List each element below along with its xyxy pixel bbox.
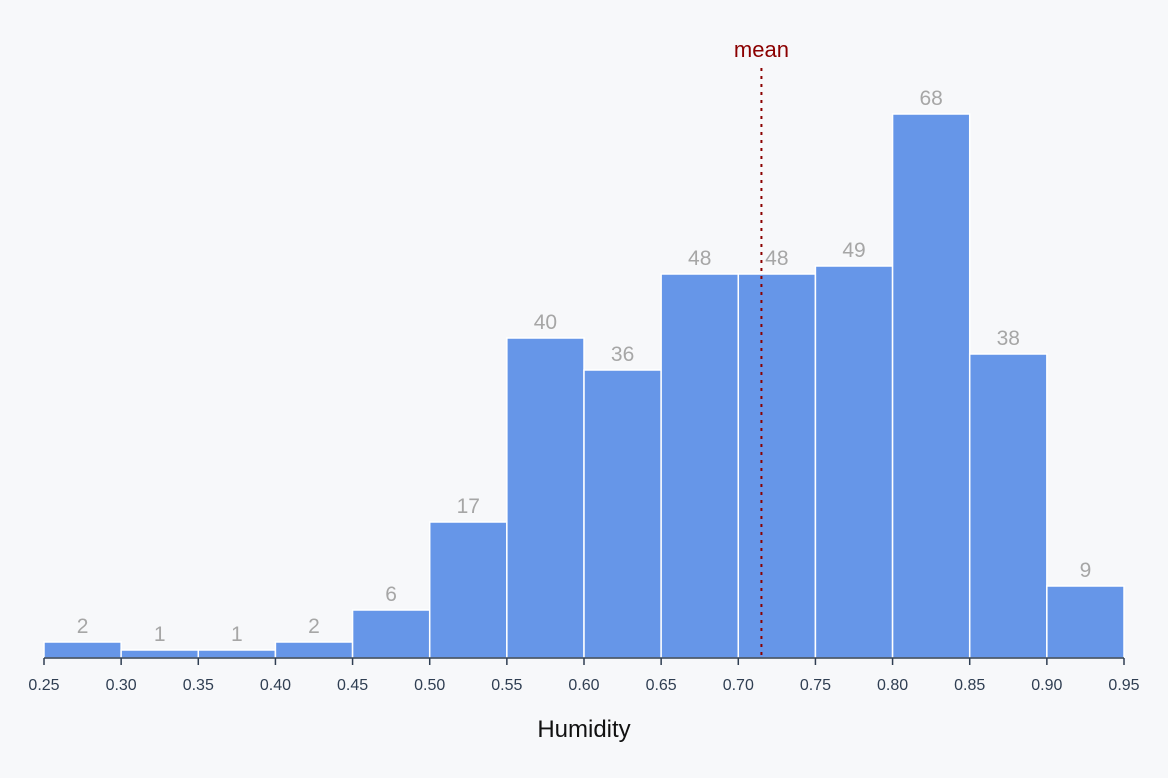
bar-count-label: 17: [457, 495, 480, 518]
x-tick-label: 0.30: [106, 677, 137, 694]
histogram-bar: [43, 641, 122, 659]
x-axis-title: Humidity: [537, 716, 630, 743]
x-axis: 0.25 0.30 0.35 0.40 0.45 0.50 0.55 0.60 0.65 0.70…: [28, 657, 1140, 694]
bar-count-label: 2: [77, 615, 89, 638]
bar-count-label: 6: [385, 583, 397, 606]
histogram-bar: [197, 649, 277, 659]
bar-count-label: 38: [997, 327, 1020, 350]
x-tick-label: 0.75: [800, 677, 831, 694]
histogram-bar: [506, 337, 585, 659]
bar-count-label: 1: [231, 623, 243, 646]
x-tick-label: 0.35: [183, 677, 214, 694]
bar-count-label: 40: [534, 311, 557, 334]
bar-count-label: 48: [688, 247, 711, 270]
x-tick-label: 0.55: [491, 677, 522, 694]
x-tick-label: 0.85: [954, 677, 985, 694]
histogram-bar: [351, 609, 431, 659]
bar-count-labels: 2 1 1 2 6 17 40 36 48 48 49 68 38 9: [77, 87, 1092, 646]
histogram-bar: [274, 641, 354, 659]
histogram-bar: [891, 113, 971, 659]
bar-count-label: 68: [919, 87, 942, 110]
histogram-bar: [968, 353, 1048, 659]
histogram-bar: [428, 521, 508, 659]
bar-count-label: 49: [842, 239, 865, 262]
histogram-bars: [43, 113, 1125, 659]
x-tick-label: 0.45: [337, 677, 368, 694]
bar-count-label: 1: [154, 623, 166, 646]
x-tick-label: 0.40: [260, 677, 291, 694]
histogram-bar: [737, 273, 817, 659]
x-tick-label: 0.25: [28, 677, 59, 694]
x-tick-label: 0.70: [723, 677, 754, 694]
x-tick-label: 0.80: [877, 677, 908, 694]
histogram-bar: [814, 265, 894, 659]
x-tick-label: 0.65: [646, 677, 677, 694]
x-tick-label: 0.95: [1108, 677, 1139, 694]
bar-count-label: 48: [765, 247, 788, 270]
x-tick-label: 0.90: [1031, 677, 1062, 694]
x-tick-label: 0.60: [568, 677, 599, 694]
histogram-bar: [583, 369, 662, 659]
bar-count-label: 2: [308, 615, 320, 638]
histogram-bar: [1046, 585, 1125, 659]
x-tick-label: 0.50: [414, 677, 445, 694]
mean-label: mean: [734, 37, 789, 62]
mean-marker: mean: [734, 37, 789, 658]
histogram-bar: [660, 273, 740, 659]
histogram-bar: [120, 649, 200, 659]
bar-count-label: 36: [611, 343, 634, 366]
bar-count-label: 9: [1080, 559, 1092, 582]
